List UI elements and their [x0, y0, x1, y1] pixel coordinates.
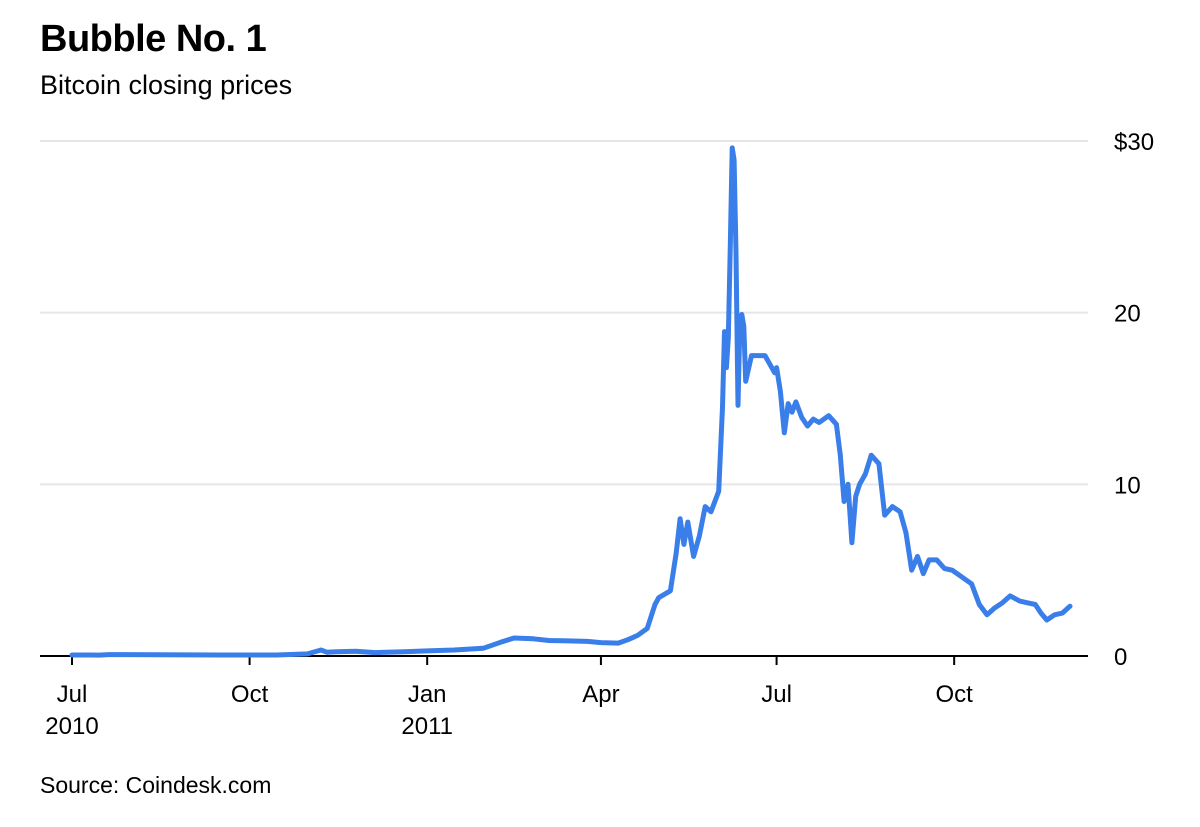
source-note: Source: Coindesk.com — [40, 772, 272, 798]
y-tick-label: 10 — [1114, 472, 1141, 499]
x-axis-labels: Jul 2010 Oct Jan 2011 Apr Jul Oct — [45, 681, 973, 740]
chart-subtitle: Bitcoin closing prices — [40, 70, 293, 100]
y-tick-label: 20 — [1114, 301, 1141, 328]
x-tick-label: Apr — [582, 681, 619, 708]
series-line-bitcoin-price — [69, 145, 1073, 658]
x-tick-label: Jul — [57, 681, 88, 708]
x-tick-label: Jul — [761, 681, 792, 708]
x-tick-label: Oct — [231, 681, 269, 708]
chart-title: Bubble No. 1 — [40, 18, 267, 60]
x-tick-label: Jan — [408, 681, 447, 708]
x-tick-label: Oct — [936, 681, 974, 708]
gridlines — [40, 140, 1088, 486]
y-tick-label: 0 — [1114, 644, 1127, 671]
y-axis-labels: $30 20 10 0 — [1114, 129, 1154, 671]
x-tick-year-label: 2010 — [45, 713, 98, 740]
x-tick-year-label: 2011 — [401, 713, 453, 740]
y-tick-label: $30 — [1114, 129, 1154, 156]
series-layer — [69, 145, 1073, 658]
